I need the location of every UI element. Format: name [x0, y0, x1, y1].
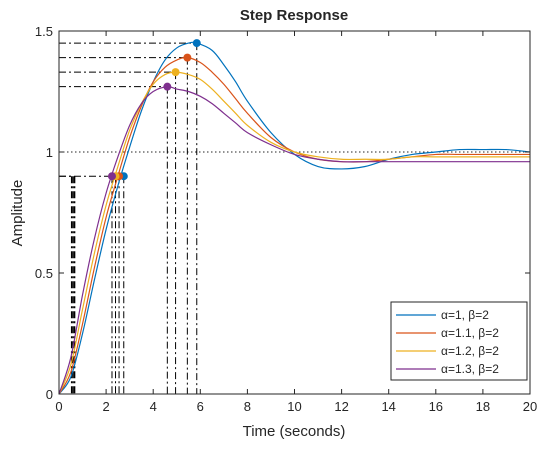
series-lines [58, 41, 531, 395]
legend: α=1, β=2 α=1.1, β=2 α=1.2, β=2 α=1.3, β=… [390, 301, 528, 381]
peak-marker [183, 53, 192, 62]
x-tick-label: 16 [429, 399, 443, 414]
x-tick-label: 18 [476, 399, 490, 414]
series-line-1 [58, 41, 531, 395]
y-tick-label: 1 [46, 145, 53, 160]
x-tick-label: 2 [102, 399, 109, 414]
peak-marker [163, 82, 172, 91]
legend-label-2: α=1.1, β=2 [441, 326, 499, 340]
series-line-4 [58, 86, 530, 395]
series-line-2 [58, 56, 530, 395]
x-tick-label: 12 [334, 399, 348, 414]
y-tick-label: 0 [46, 387, 53, 402]
characteristic-markers [107, 39, 201, 181]
x-axis-title: Time (seconds) [243, 423, 346, 440]
legend-label-3: α=1.2, β=2 [441, 344, 499, 358]
chart-title: Step Response [240, 7, 348, 24]
x-tick-label: 20 [523, 399, 537, 414]
y-tick-label: 1.5 [35, 24, 53, 39]
x-tick-label: 8 [244, 399, 251, 414]
y-axis-title: Amplitude [9, 180, 26, 247]
peak-marker [192, 39, 201, 48]
x-tick-label: 4 [150, 399, 157, 414]
x-tick-label: 10 [287, 399, 301, 414]
axis-ticks: 0 2 4 6 8 10 12 14 16 18 20 0 0.5 1 1.5 [35, 24, 537, 414]
x-tick-label: 14 [381, 399, 395, 414]
rise-time-marker [107, 172, 116, 181]
legend-label-1: α=1, β=2 [441, 308, 489, 322]
legend-label-4: α=1.3, β=2 [441, 362, 499, 376]
reference-lines [59, 42, 530, 394]
x-tick-label: 6 [197, 399, 204, 414]
y-tick-label: 0.5 [35, 266, 53, 281]
peak-marker [171, 68, 180, 77]
x-tick-label: 0 [55, 399, 62, 414]
